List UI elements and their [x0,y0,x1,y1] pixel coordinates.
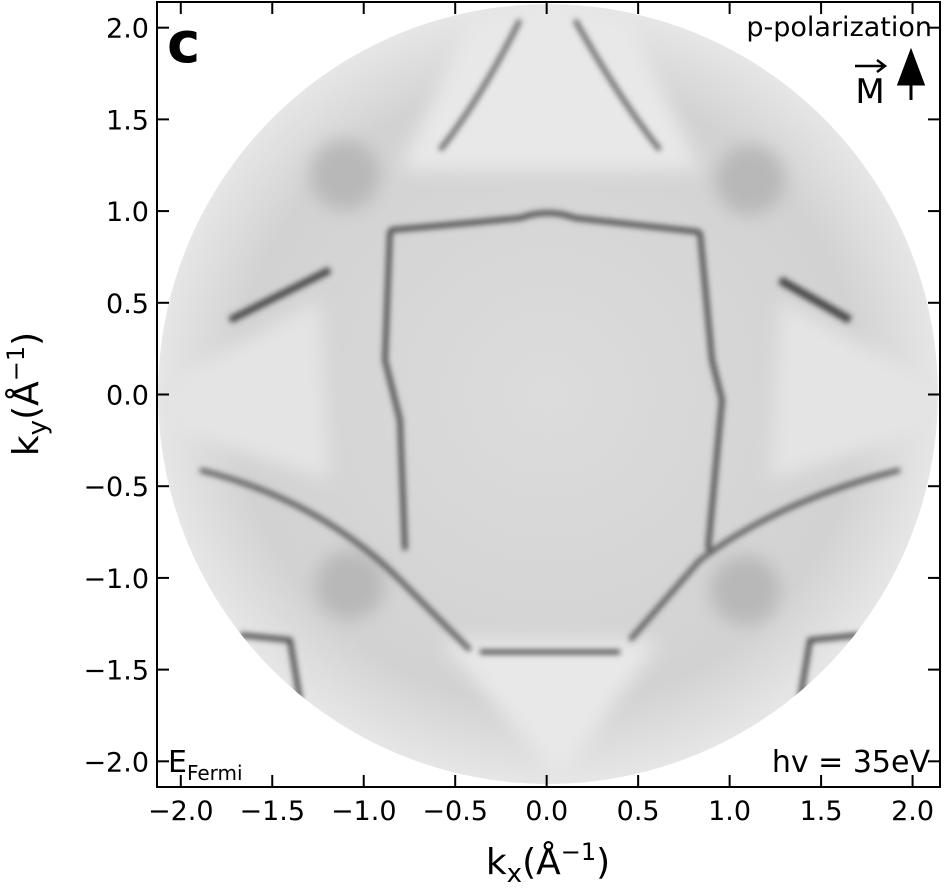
x-label-base: k [486,842,507,883]
y-label-mid: (Å [4,381,47,420]
y-tick-label: 1.0 [106,197,149,228]
x-label-mid: (Å [522,840,561,883]
vector-arrow [855,59,888,73]
y-tick-label: −1.0 [83,564,149,595]
x-axis-label: kx(Å−1) [486,838,610,886]
photon-label: hv = 35eV [772,745,931,780]
vector-label: M [855,72,884,112]
y-tick-label: −0.5 [83,472,149,503]
x-label-sup: −1 [561,838,596,866]
x-tick-label: 2.0 [891,796,934,827]
x-tick-label: −2.0 [148,796,214,827]
x-tick-label: −1.5 [239,796,305,827]
x-tick-label: 1.0 [708,796,751,827]
y-tick-label: 0.5 [106,289,149,320]
energy-label: EFermi [168,745,243,785]
x-label-sub: x [507,859,522,886]
y-tick-label: 1.5 [106,105,149,136]
y-axis-label: ky(Å−1) [2,332,53,456]
y-tick-label: −1.5 [83,656,149,687]
y-label-base: k [6,435,47,456]
x-tick-label: −0.5 [422,796,488,827]
y-label-end: ) [6,332,47,346]
x-tick-label: −1.0 [331,796,397,827]
panel-label: c [167,11,200,76]
polarization-label: p-polarization [746,12,932,43]
energy-base: E [168,745,187,780]
x-tick-label: 1.5 [800,796,843,827]
x-tick-label: 0.0 [525,796,568,827]
y-tick-label: −2.0 [83,747,149,778]
x-label-end: ) [596,842,610,883]
y-tick-label: 2.0 [106,14,149,45]
y-label-sup: −1 [2,346,30,381]
polarization-arrow [896,47,926,100]
y-label-sub: y [23,420,53,435]
x-tick-label: 0.5 [617,796,660,827]
arpes-map [158,4,938,784]
y-tick-label: 0.0 [106,381,149,412]
energy-sub: Fermi [187,761,243,785]
